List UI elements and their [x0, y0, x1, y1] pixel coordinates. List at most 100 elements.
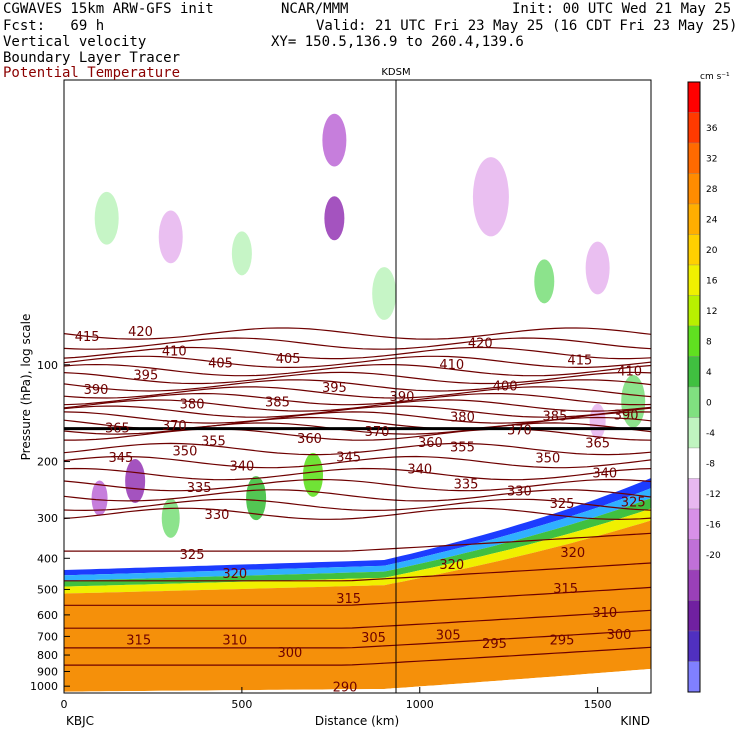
- theta-contour-0: [64, 327, 651, 340]
- theta-label-41: 325: [621, 495, 646, 510]
- colorbar-swatch-16: [687, 569, 701, 601]
- theta-label-18: 390: [614, 409, 639, 424]
- colorbar-swatch-1: [687, 112, 701, 144]
- theta-label-56: 290: [333, 681, 358, 696]
- y-axis: 100 200 300 400 500 600 700 800 900 1000: [30, 359, 70, 693]
- theta-label-4: 405: [276, 352, 301, 367]
- theta-label-47: 315: [126, 634, 151, 649]
- theta-contour-22: [64, 532, 651, 552]
- theta-label-54: 295: [482, 637, 507, 652]
- theta-label-24: 355: [201, 434, 226, 449]
- colorbar-label-10: -4: [706, 429, 715, 439]
- theta-label-53: 300: [277, 646, 302, 661]
- theta-label-11: 380: [180, 398, 205, 413]
- valid-time: Valid: 21 UTC Fri 23 May 25 (16 CDT Fri …: [316, 18, 738, 34]
- y-tick-label-7: 800: [37, 649, 58, 662]
- theta-contour-10: [64, 405, 651, 418]
- theta-label-36: 335: [454, 478, 479, 493]
- theta-label-27: 365: [585, 437, 610, 452]
- colorbar-swatch-19: [687, 661, 701, 693]
- theta-label-10: 395: [133, 369, 158, 384]
- colorbar-swatch-7: [687, 295, 701, 327]
- colorbar-swatch-0: [687, 81, 701, 113]
- theta-label-3: 405: [208, 356, 233, 371]
- theta-label-40: 325: [550, 497, 575, 512]
- theta-label-43: 320: [439, 558, 464, 573]
- theta-label-44: 320: [560, 546, 585, 561]
- y-tick-label-9: 1000: [30, 680, 58, 693]
- colorbar-swatch-4: [687, 203, 701, 235]
- theta-label-52: 300: [607, 628, 632, 643]
- left-endpoint-label: KBJC: [66, 714, 94, 728]
- theta-label-25: 360: [418, 436, 443, 451]
- theta-label-15: 400: [493, 380, 518, 395]
- theta-label-9: 390: [84, 383, 109, 398]
- theta-label-6: 410: [439, 358, 464, 373]
- colorbar-label-0: 36: [706, 124, 718, 134]
- colorbar-swatch-11: [687, 417, 701, 449]
- theta-label-42: 320: [222, 567, 247, 582]
- cross-section-coords: XY= 150.5,136.9 to 260.4,139.6: [271, 34, 524, 50]
- tracer-edge-blue: [64, 478, 651, 576]
- theta-label-38: 330: [205, 508, 230, 523]
- theta-contour-7: [64, 386, 651, 399]
- x-tick-label-0: 0: [61, 698, 68, 711]
- theta-contour-2: [64, 346, 651, 360]
- theta-label-48: 310: [592, 606, 617, 621]
- tracer-edge-green: [64, 498, 651, 587]
- theta-label-29: 345: [109, 451, 134, 466]
- forecast-hour: Fcst: 69 h: [3, 18, 105, 34]
- theta-contour-20: [64, 498, 651, 512]
- velocity-blob-2: [158, 210, 183, 264]
- velocity-blob-12: [246, 476, 267, 521]
- field-boundary-layer-tracer: Boundary Layer Tracer: [3, 50, 181, 66]
- theta-label-8: 410: [617, 365, 642, 380]
- theta-contour-14: [64, 428, 651, 441]
- y-tick-label-6: 700: [37, 630, 58, 643]
- colorbar-swatch-14: [687, 508, 701, 540]
- theta-label-17: 385: [543, 410, 568, 425]
- model-title: CGWAVES 15km ARW-GFS init: [3, 1, 214, 17]
- colorbar-swatch-18: [687, 630, 701, 662]
- colorbar-swatch-3: [687, 173, 701, 205]
- colorbar-label-6: 12: [706, 307, 717, 317]
- theta-label-16: 380: [450, 411, 475, 426]
- colorbar-swatch-5: [687, 234, 701, 266]
- theta-label-26: 355: [450, 441, 475, 456]
- theta-contour-27: [64, 646, 651, 666]
- theta-label-0: 415: [75, 330, 100, 345]
- y-tick-label-1: 200: [37, 456, 58, 469]
- theta-contours: [64, 327, 651, 666]
- theta-contour-21: [64, 507, 651, 521]
- velocity-blob-10: [91, 480, 108, 516]
- theta-label-33: 340: [407, 463, 432, 478]
- theta-contour-4: [64, 363, 651, 377]
- theta-contour-18: [64, 478, 651, 492]
- theta-label-7: 415: [567, 354, 592, 369]
- theta-label-28: 350: [173, 444, 198, 459]
- theta-label-30: 345: [336, 450, 361, 465]
- x-axis: 0 500 1000 1500: [61, 687, 612, 711]
- theta-label-23: 370: [365, 425, 390, 440]
- init-time: Init: 00 UTC Wed 21 May 25: [512, 1, 732, 17]
- theta-label-22: 360: [297, 432, 322, 447]
- colorbar-label-13: -16: [706, 520, 721, 530]
- colorbar-swatch-8: [687, 325, 701, 357]
- colorbar-swatch-12: [687, 447, 701, 479]
- colorbar-label-3: 24: [706, 215, 718, 225]
- colorbar-swatch-10: [687, 386, 701, 418]
- velocity-blob-6: [231, 231, 252, 276]
- theta-contour-13: [64, 422, 651, 435]
- colorbar-label-9: 0: [706, 398, 712, 408]
- colorbar-label-12: -12: [706, 490, 721, 500]
- theta-label-32: 340: [229, 459, 254, 474]
- theta-label-45: 315: [336, 592, 361, 607]
- colorbar-units: cm s⁻¹: [700, 72, 730, 82]
- theta-contour-8: [64, 392, 651, 406]
- ground-white: [64, 668, 651, 693]
- theta-contour-19: [64, 489, 651, 502]
- theta-label-19: 370: [162, 419, 187, 434]
- theta-label-39: 325: [180, 548, 205, 563]
- velocity-blob-13: [303, 452, 324, 497]
